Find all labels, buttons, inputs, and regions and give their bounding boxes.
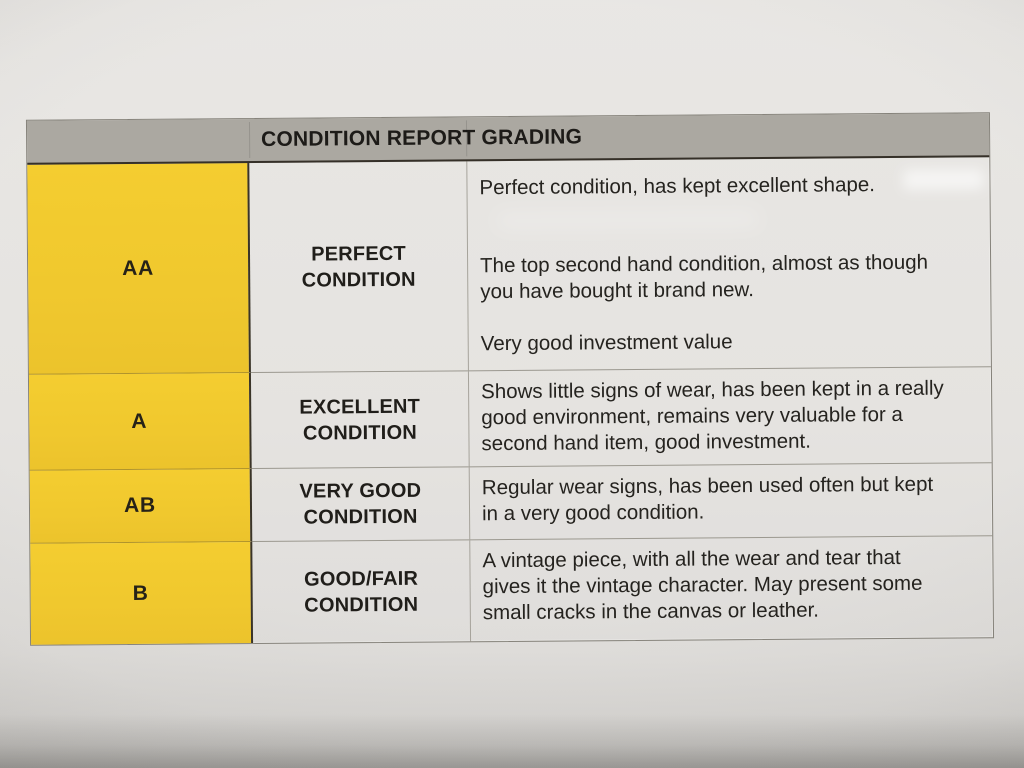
description-line: you have bought it brand new. [480,278,754,304]
table-row-b: B GOOD/FAIR CONDITION A vintage piece, w… [30,536,994,645]
grade-cell-a: A [28,373,252,471]
table-row-aa: AA PERFECT CONDITION Perfect condition, … [27,157,991,375]
description-line: second hand item, good investment. [481,429,811,456]
condition-label-ab: VERY GOOD CONDITION [251,467,470,543]
description-cell-a: Shows little signs of wear, has been kep… [467,367,992,468]
description-paragraph: A vintage piece, with all the wear and t… [482,544,963,626]
table-row-ab: AB VERY GOOD CONDITION Regular wear sign… [29,463,993,544]
description-cell-b: A vintage piece, with all the wear and t… [469,536,994,642]
description-line: in a very good condition. [481,500,705,526]
condition-label-a: EXCELLENT CONDITION [250,371,469,470]
grade-cell-ab: AB [29,469,253,544]
condition-label-aa: PERFECT CONDITION [249,161,468,374]
description-line: Regular wear signs, has been used often … [481,472,934,500]
description-paragraph: Regular wear signs, has been used often … [482,471,962,527]
description-line: small cracks in the canvas or leather. [482,598,820,625]
table-row-a: A EXCELLENT CONDITION Shows little signs… [28,367,992,471]
table-header-row: CONDITION REPORT GRADING [26,113,990,165]
table-title: CONDITION REPORT GRADING [261,125,583,151]
condition-report-table: CONDITION REPORT GRADING AA PERFECT COND… [25,112,995,646]
description-line: gives it the vintage character. May pres… [482,571,923,599]
grade-cell-b: B [30,542,254,645]
description-line: The top second hand condition, almost as… [480,250,929,278]
description-paragraph: Perfect condition, has kept excellent sh… [479,171,959,201]
description-cell-ab: Regular wear signs, has been used often … [468,463,993,541]
description-paragraph: Very good investment value [481,327,961,357]
description-line: Very good investment value [480,330,733,356]
description-line: A vintage piece, with all the wear and t… [482,545,901,573]
description-paragraph: Shows little signs of wear, has been kep… [481,375,962,457]
condition-label-b: GOOD/FAIR CONDITION [303,567,419,617]
description-line: Shows little signs of wear, has been kep… [481,376,944,404]
description-line: Perfect condition, has kept excellent sh… [479,173,876,200]
description-cell-aa: Perfect condition, has kept excellent sh… [466,157,991,372]
description-line: good environment, remains very valuable … [481,402,904,430]
description-paragraph: The top second hand condition, almost as… [480,249,960,305]
grade-cell-aa: AA [27,163,251,375]
